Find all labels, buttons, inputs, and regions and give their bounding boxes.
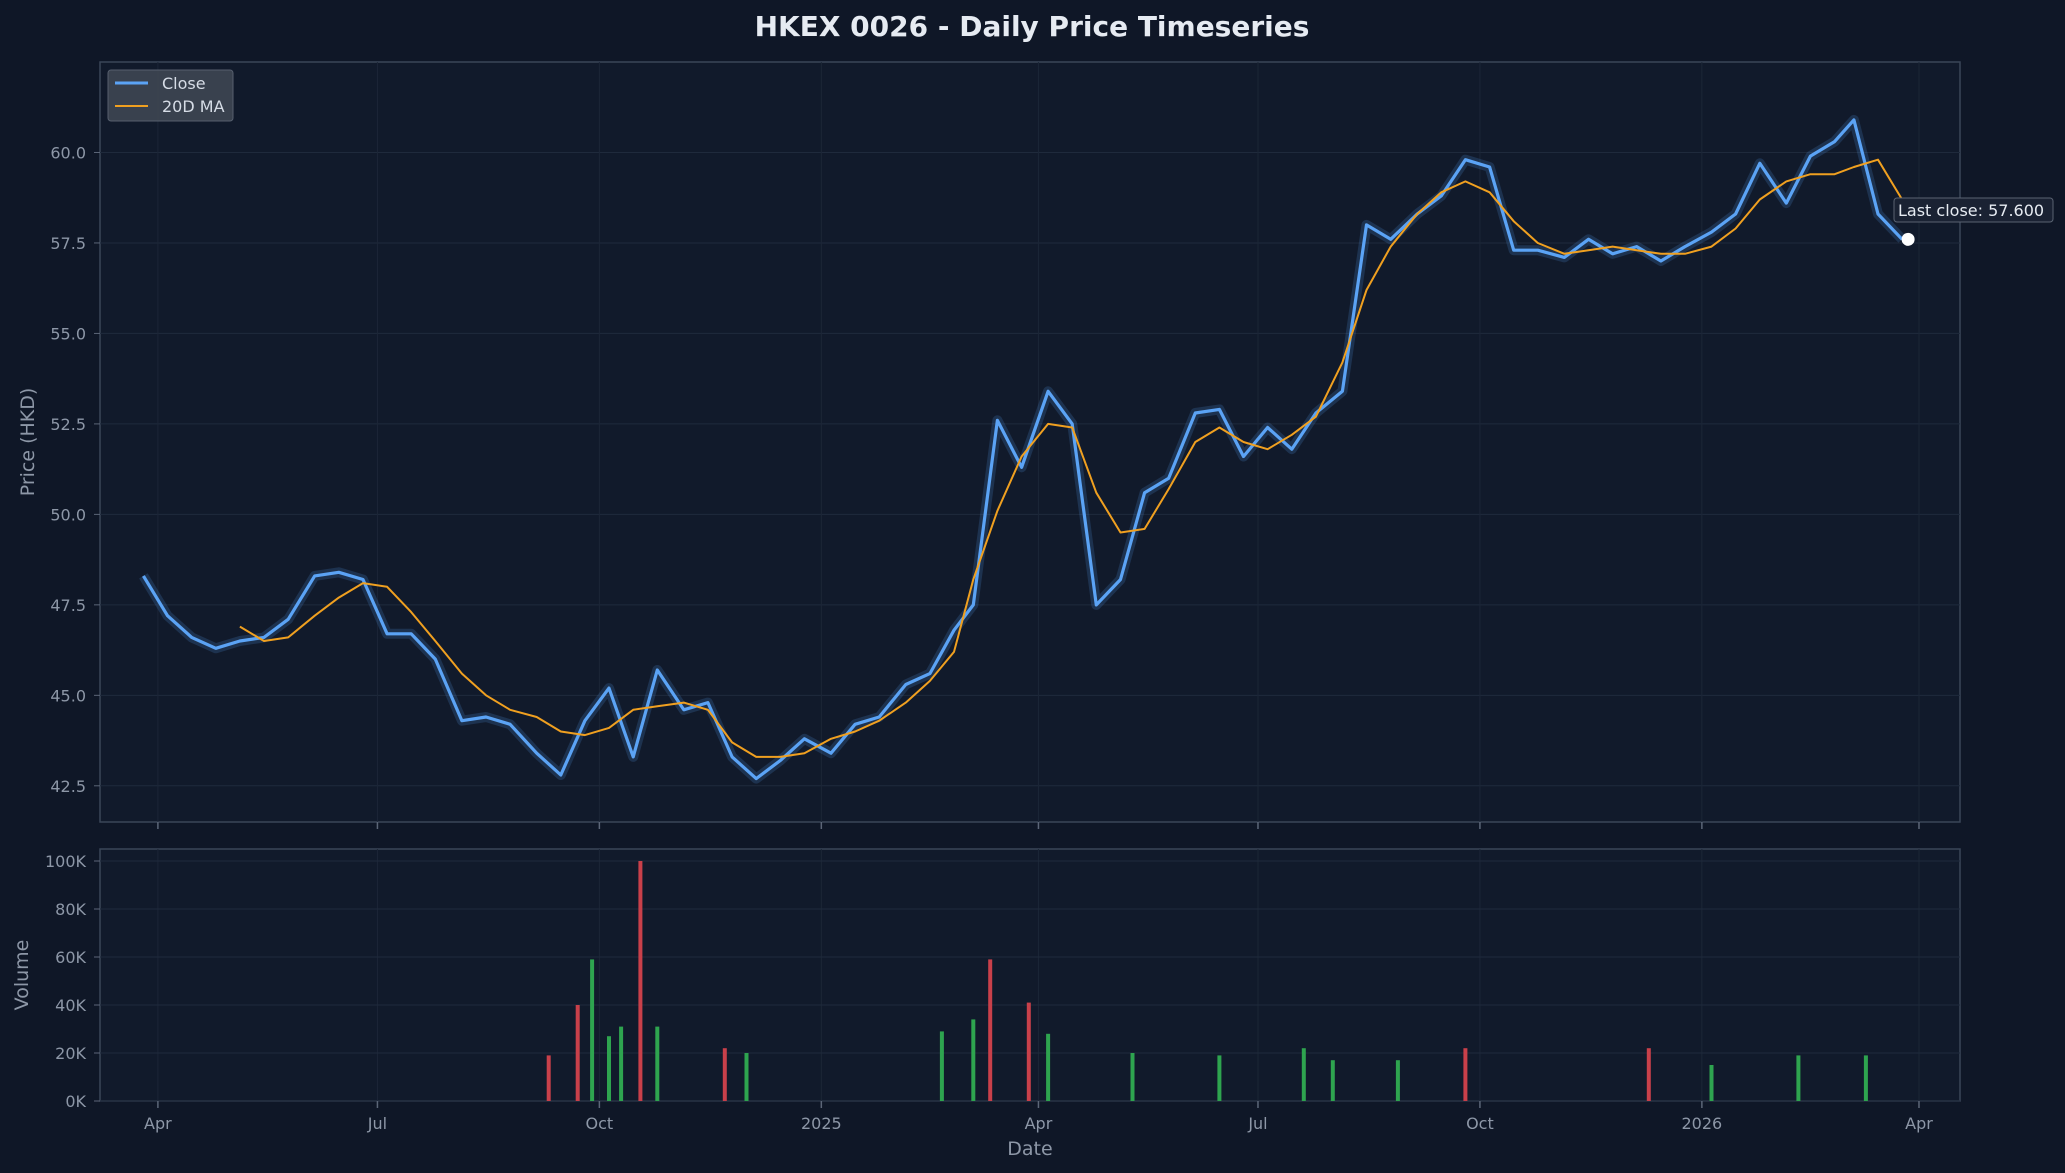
volume-bar	[1330, 1060, 1335, 1101]
volume-bar	[546, 1055, 551, 1101]
volume-bar	[939, 1031, 944, 1101]
volume-bar	[638, 861, 643, 1101]
x-tick-label: Jul	[367, 1114, 387, 1133]
volume-y-tick-label: 40K	[55, 996, 86, 1015]
volume-y-tick-label: 100K	[45, 852, 87, 871]
legend: Close 20D MA	[107, 69, 234, 122]
last-close-marker	[1901, 232, 1915, 246]
price-y-ticks: 42.5 45.0 47.5 50.0 52.5 55.0 57.5 60.0	[50, 143, 100, 796]
volume-bar	[1395, 1060, 1400, 1101]
price-y-tick-label: 57.5	[50, 234, 86, 253]
x-tick-label: 2025	[801, 1114, 842, 1133]
x-ticks: Apr Jul Oct 2025 Apr Jul Oct 2026 Apr	[144, 822, 1933, 1133]
volume-bar	[1463, 1048, 1468, 1101]
price-y-tick-label: 55.0	[50, 324, 86, 343]
volume-y-tick-label: 0K	[65, 1092, 86, 1111]
x-tick-label: Apr	[1905, 1114, 1933, 1133]
price-y-tick-label: 42.5	[50, 777, 86, 796]
volume-y-tick-label: 60K	[55, 948, 86, 967]
price-grid	[100, 62, 1960, 822]
price-y-axis-label: Price (HKD)	[17, 388, 39, 497]
x-tick-label: Jul	[1247, 1114, 1267, 1133]
x-tick-label: Oct	[1466, 1114, 1494, 1133]
volume-bar	[1026, 1002, 1031, 1101]
volume-bar	[575, 1005, 580, 1101]
price-y-tick-label: 50.0	[50, 505, 86, 524]
x-tick-label: Apr	[1025, 1114, 1053, 1133]
volume-bar	[1796, 1055, 1801, 1101]
volume-bar	[619, 1026, 624, 1101]
volume-bar	[1863, 1055, 1868, 1101]
x-tick-label: Oct	[586, 1114, 614, 1133]
last-close-box	[1893, 197, 2054, 223]
volume-bar	[1709, 1065, 1714, 1101]
price-y-tick-label: 47.5	[50, 596, 86, 615]
volume-bar	[590, 959, 595, 1101]
volume-bar	[1217, 1055, 1222, 1101]
volume-y-ticks: 0K 20K 40K 60K 80K 100K	[45, 852, 100, 1111]
x-tick-label: Apr	[144, 1114, 172, 1133]
volume-bar	[655, 1026, 660, 1101]
volume-bar	[722, 1048, 727, 1101]
last-close-label: Last close: 57.600	[1898, 201, 2044, 220]
chart-title: HKEX 0026 - Daily Price Timeseries	[755, 10, 1310, 43]
legend-ma-label: 20D MA	[162, 97, 225, 116]
x-tick-label: 2026	[1682, 1114, 1723, 1133]
price-lines	[139, 114, 1906, 784]
volume-bar	[988, 959, 993, 1101]
volume-bar	[1301, 1048, 1306, 1101]
volume-y-axis-label: Volume	[11, 940, 33, 1011]
volume-bar	[1130, 1053, 1135, 1101]
volume-bar	[971, 1019, 976, 1101]
volume-bar	[607, 1036, 611, 1101]
price-y-tick-label: 52.5	[50, 415, 86, 434]
volume-bar	[1046, 1033, 1051, 1101]
volume-y-tick-label: 80K	[55, 900, 86, 919]
x-axis-label: Date	[1007, 1138, 1052, 1160]
volume-bars	[546, 861, 1868, 1101]
price-y-tick-label: 60.0	[50, 143, 86, 162]
legend-close-label: Close	[162, 74, 206, 93]
volume-bar	[1646, 1048, 1651, 1101]
volume-y-tick-label: 20K	[55, 1044, 86, 1063]
price-y-tick-label: 45.0	[50, 686, 86, 705]
volume-bar	[744, 1053, 749, 1101]
